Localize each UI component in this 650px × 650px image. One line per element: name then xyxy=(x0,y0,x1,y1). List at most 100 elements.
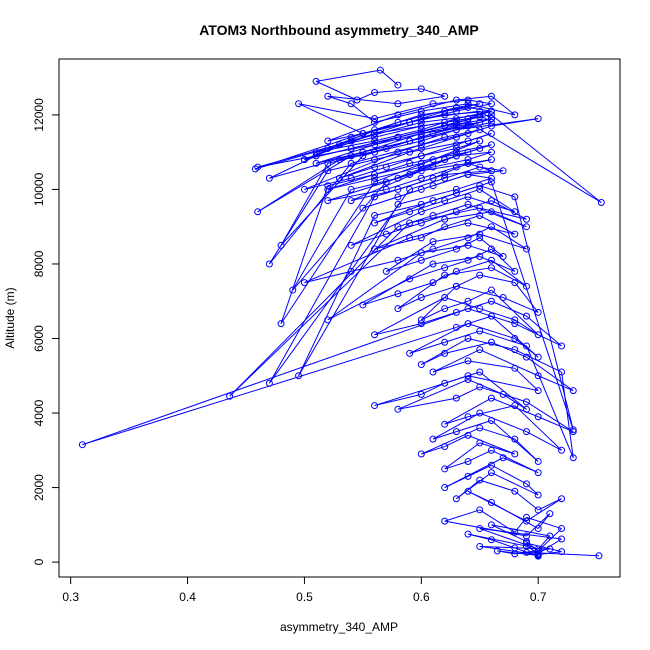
data-point xyxy=(429,212,437,220)
series-segment xyxy=(298,103,364,134)
series-segment xyxy=(432,237,469,250)
y-tick-label: 2000 xyxy=(32,474,46,501)
series-segment xyxy=(327,174,375,187)
data-point xyxy=(312,152,320,160)
data-point xyxy=(464,431,472,439)
data-point xyxy=(487,416,495,424)
data-point xyxy=(359,152,367,160)
data-point xyxy=(371,118,379,126)
series-segment xyxy=(327,177,375,190)
data-point xyxy=(511,279,519,287)
series-segment xyxy=(479,166,504,172)
series-segment xyxy=(491,397,539,418)
data-point xyxy=(417,126,425,134)
data-point xyxy=(452,394,460,402)
data-point xyxy=(487,297,495,305)
data-point xyxy=(558,548,566,556)
data-point xyxy=(464,122,472,130)
data-point xyxy=(464,472,472,480)
data-point xyxy=(534,547,542,555)
data-point xyxy=(487,197,495,205)
data-point xyxy=(487,469,495,477)
data-point xyxy=(511,487,519,495)
series-segment xyxy=(280,155,364,246)
data-point xyxy=(347,159,355,167)
data-point xyxy=(394,256,402,264)
data-point xyxy=(546,532,554,540)
series-segment xyxy=(409,200,445,213)
data-point xyxy=(476,346,484,354)
series-segment xyxy=(444,215,480,228)
data-point xyxy=(476,506,484,514)
data-point xyxy=(429,182,437,190)
data-point xyxy=(406,185,414,193)
data-point xyxy=(336,174,343,182)
series-segment xyxy=(444,129,480,138)
series-segment xyxy=(491,464,527,485)
series-segment xyxy=(456,144,492,153)
data-point xyxy=(417,174,425,182)
data-point xyxy=(534,550,542,558)
series-segment xyxy=(327,133,363,142)
series-segment xyxy=(479,371,527,410)
data-point xyxy=(464,375,472,383)
data-point xyxy=(417,185,425,193)
data-point xyxy=(441,264,449,272)
data-point xyxy=(441,118,449,126)
data-point xyxy=(347,241,355,249)
data-point xyxy=(476,126,484,134)
series-segment xyxy=(397,297,422,310)
data-point xyxy=(464,372,472,380)
data-point xyxy=(441,271,449,279)
data-point xyxy=(394,185,402,193)
data-point xyxy=(382,230,390,238)
data-point xyxy=(534,525,542,533)
series-segment xyxy=(351,166,387,179)
data-point xyxy=(371,174,379,182)
data-point xyxy=(534,308,542,316)
data-point xyxy=(417,152,425,160)
series-segment xyxy=(467,196,515,213)
series-segment xyxy=(444,509,480,522)
data-point xyxy=(476,424,484,432)
data-point xyxy=(476,542,484,550)
series-segment xyxy=(397,99,457,116)
series-segment xyxy=(456,103,492,112)
data-point xyxy=(511,402,519,410)
data-point xyxy=(464,200,472,208)
data-point xyxy=(336,141,343,149)
series-segment xyxy=(479,237,504,257)
series-segment xyxy=(351,144,422,164)
data-point xyxy=(546,545,554,553)
series-segment xyxy=(526,541,539,552)
series-segment xyxy=(526,431,562,451)
data-point xyxy=(511,364,519,372)
data-point xyxy=(523,513,530,521)
data-point xyxy=(511,267,519,275)
data-point xyxy=(429,174,437,182)
series-segment xyxy=(467,162,492,172)
series-segment xyxy=(432,203,469,216)
data-point xyxy=(353,96,361,104)
series-segment xyxy=(514,547,539,557)
data-point xyxy=(371,219,379,227)
data-point xyxy=(487,208,495,216)
series-segment xyxy=(421,427,480,455)
data-point xyxy=(382,185,390,193)
series-segment xyxy=(432,412,480,440)
series-segment xyxy=(374,103,434,120)
data-point xyxy=(534,552,542,560)
data-point xyxy=(406,159,414,167)
series-segment xyxy=(467,379,504,395)
data-point xyxy=(464,137,472,145)
series-segment xyxy=(421,192,457,205)
y-tick-label: 0 xyxy=(32,558,46,565)
data-point xyxy=(464,100,472,108)
series-segment xyxy=(479,509,516,533)
data-point xyxy=(347,267,355,275)
data-point xyxy=(265,174,273,182)
data-point xyxy=(347,100,355,108)
data-point xyxy=(441,215,449,223)
x-tick-label: 0.4 xyxy=(179,590,196,604)
